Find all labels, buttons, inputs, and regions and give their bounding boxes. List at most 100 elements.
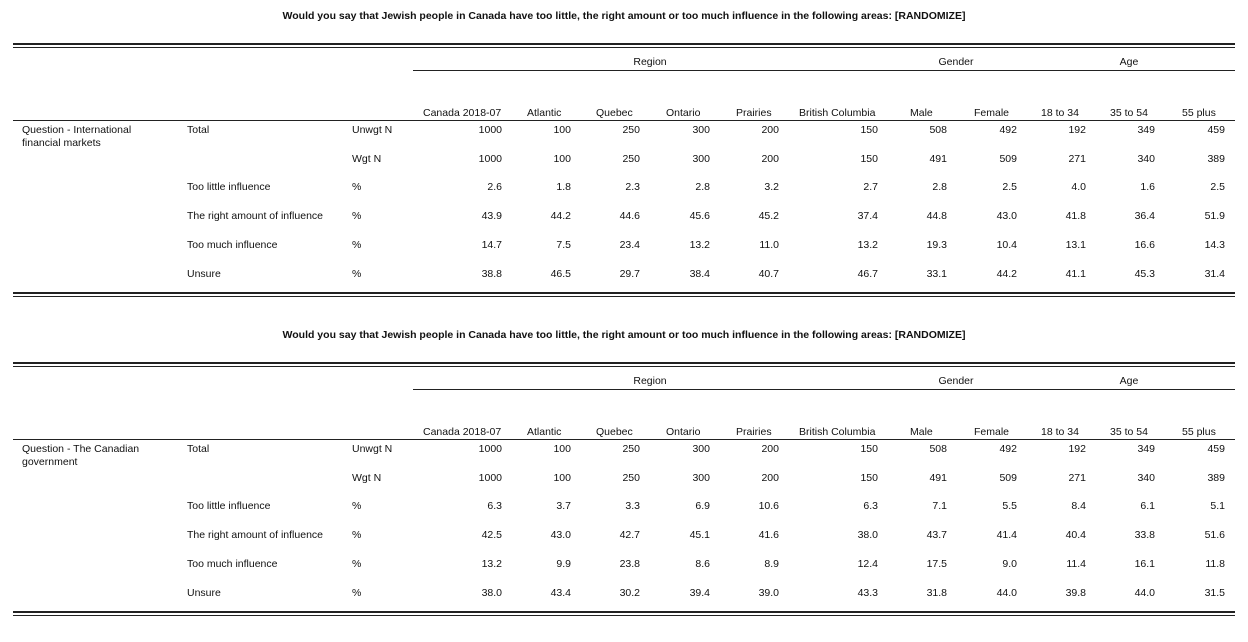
cell: 271: [1068, 153, 1086, 165]
column-header: Atlantic: [527, 426, 562, 438]
cell: 7.5: [556, 239, 571, 251]
column-header: Prairies: [736, 107, 772, 119]
cell: 6.3: [487, 500, 502, 512]
row-label: Total: [187, 443, 210, 455]
cell: 41.8: [1065, 210, 1086, 222]
cell: 8.4: [1071, 500, 1086, 512]
cell: 5.1: [1210, 500, 1225, 512]
cell: 3.7: [556, 500, 571, 512]
cell: 2.5: [1002, 181, 1017, 193]
row-label: The right amount of influence: [187, 529, 323, 541]
group-header: Age: [1119, 56, 1139, 68]
rule: [13, 366, 1235, 367]
column-header: Quebec: [596, 426, 633, 438]
cell: 192: [1068, 124, 1086, 136]
cell: 44.6: [619, 210, 640, 222]
cell: 39.4: [689, 587, 710, 599]
rule: [13, 362, 1235, 364]
cell: 150: [860, 153, 878, 165]
cell: 11.0: [759, 239, 779, 251]
row-stat: %: [352, 587, 362, 599]
table-title: Would you say that Jewish people in Cana…: [282, 10, 966, 22]
cell: 31.8: [926, 587, 947, 599]
cell: 45.2: [758, 210, 779, 222]
cell: 6.9: [695, 500, 710, 512]
row-label: Unsure: [187, 268, 221, 280]
cell: 492: [999, 443, 1017, 455]
cell: 2.7: [863, 181, 878, 193]
row-stat: %: [352, 239, 362, 251]
cell: 39.0: [758, 587, 779, 599]
cell: 45.1: [689, 529, 710, 541]
cell: 200: [761, 443, 779, 455]
row-label: Too little influence: [187, 500, 271, 512]
cell: 349: [1137, 124, 1155, 136]
cell: 44.0: [996, 587, 1017, 599]
column-header: 35 to 54: [1110, 426, 1148, 438]
cell: 3.3: [625, 500, 640, 512]
cell: 1000: [478, 124, 502, 136]
question-label: Question - The Canadian government: [22, 443, 140, 468]
column-header: 18 to 34: [1041, 426, 1079, 438]
cell: 11.8: [1205, 558, 1225, 570]
cell: 300: [692, 153, 710, 165]
cell: 508: [929, 443, 947, 455]
cell: 16.6: [1134, 239, 1155, 251]
cell: 13.1: [1065, 239, 1086, 251]
cell: 4.0: [1071, 181, 1086, 193]
cell: 271: [1068, 472, 1086, 484]
cell: 100: [553, 472, 571, 484]
column-header: 18 to 34: [1041, 107, 1079, 119]
column-header: 55 plus: [1182, 426, 1216, 438]
cell: 14.3: [1204, 239, 1225, 251]
column-header: Ontario: [666, 426, 701, 438]
cell: 250: [622, 443, 640, 455]
cell: 41.1: [1065, 268, 1086, 280]
row-label: Total: [187, 124, 210, 136]
cell: 200: [761, 124, 779, 136]
column-header: Prairies: [736, 426, 772, 438]
cell: 44.2: [996, 268, 1017, 280]
cell: 41.4: [996, 529, 1017, 541]
row-label: Unsure: [187, 587, 221, 599]
cell: 43.0: [550, 529, 571, 541]
row-stat: Wgt N: [352, 472, 382, 484]
cell: 23.8: [619, 558, 640, 570]
cell: 38.0: [481, 587, 502, 599]
cell: 5.5: [1002, 500, 1017, 512]
cell: 340: [1137, 153, 1155, 165]
cell: 23.4: [619, 239, 640, 251]
group-header: Age: [1119, 375, 1139, 387]
cell: 389: [1207, 472, 1225, 484]
cell: 1.8: [556, 181, 571, 193]
cell: 43.4: [550, 587, 571, 599]
cell: 12.4: [857, 558, 878, 570]
column-header: Canada 2018-07: [423, 107, 502, 119]
cell: 459: [1207, 443, 1225, 455]
cell: 38.4: [689, 268, 710, 280]
row-label: Too much influence: [187, 558, 278, 570]
row-stat: Unwgt N: [352, 443, 393, 455]
cell: 1.6: [1140, 181, 1155, 193]
cell: 7.1: [932, 500, 947, 512]
cell: 150: [860, 472, 878, 484]
cell: 30.2: [619, 587, 640, 599]
column-header: British Columbia: [799, 107, 876, 119]
group-header: Gender: [938, 56, 974, 68]
cell: 300: [692, 124, 710, 136]
row-label: Too much influence: [187, 239, 278, 251]
cell: 45.6: [689, 210, 710, 222]
row-stat: %: [352, 558, 362, 570]
cell: 31.4: [1204, 268, 1225, 280]
cell: 8.6: [695, 558, 710, 570]
rule: [13, 611, 1235, 613]
cell: 36.4: [1134, 210, 1155, 222]
question-label: Question - International financial marke…: [22, 124, 132, 149]
cell: 491: [929, 472, 947, 484]
cell: 1000: [478, 153, 502, 165]
cell: 509: [999, 153, 1017, 165]
cell: 33.8: [1134, 529, 1155, 541]
rule: [13, 120, 1235, 121]
cell: 38.0: [857, 529, 878, 541]
